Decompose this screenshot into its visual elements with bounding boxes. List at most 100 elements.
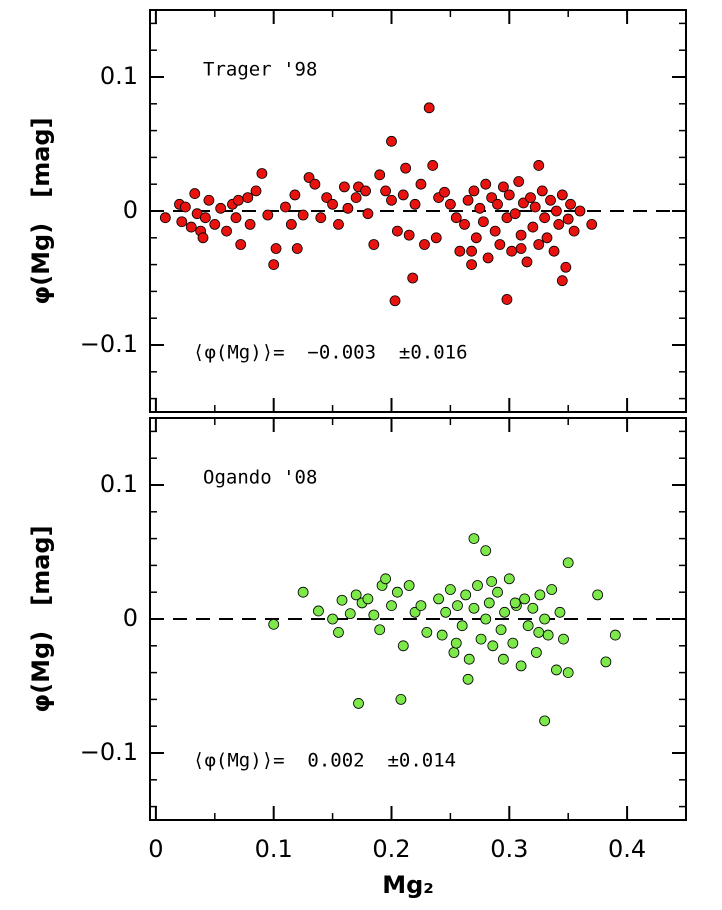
x-tick-label: 0.4 (608, 835, 646, 863)
data-point (477, 216, 489, 228)
data-point (360, 185, 371, 197)
data-point (230, 212, 242, 224)
data-point (289, 189, 301, 201)
x-tick-label: 0.2 (372, 835, 410, 863)
data-point (474, 202, 486, 214)
data-point (542, 629, 554, 641)
data-point (483, 597, 495, 609)
data-point (297, 586, 309, 598)
data-point (529, 201, 541, 213)
data-point (221, 225, 232, 237)
data-point (327, 198, 338, 210)
data-point (487, 640, 499, 652)
data-point (203, 194, 215, 206)
data-point (475, 633, 487, 645)
data-point (433, 593, 445, 605)
data-point (309, 178, 321, 190)
data-point (513, 176, 525, 187)
data-point (556, 275, 568, 287)
data-point (498, 181, 509, 193)
data-point (368, 239, 380, 250)
data-point (199, 212, 211, 224)
data-point (440, 606, 452, 618)
data-point (503, 573, 515, 585)
data-point (235, 239, 247, 250)
data-point (419, 239, 430, 250)
data-point (562, 667, 574, 678)
data-point (362, 593, 374, 605)
data-point (554, 606, 566, 618)
data-point (397, 640, 409, 652)
data-point (338, 181, 350, 193)
data-point (482, 252, 494, 264)
data-point (452, 600, 463, 611)
data-point (498, 653, 509, 665)
data-point (415, 600, 427, 611)
data-point (374, 624, 386, 636)
data-point (506, 245, 518, 257)
data-point (539, 715, 551, 727)
data-point (509, 597, 521, 609)
data-point (530, 647, 542, 658)
data-point (409, 198, 421, 210)
data-point (539, 212, 551, 224)
data-point (495, 624, 507, 636)
y-tick-label: 0.1 (100, 62, 138, 90)
data-point (592, 589, 604, 601)
data-point (556, 189, 568, 201)
data-point (480, 178, 492, 190)
data-point (462, 673, 474, 685)
data-point (280, 201, 291, 213)
data-point (501, 294, 513, 305)
data-point (270, 243, 282, 254)
data-point (197, 232, 209, 244)
data-point (492, 586, 503, 598)
y-tick-label: −0.1 (80, 738, 138, 766)
data-point (548, 245, 560, 257)
data-point (391, 225, 403, 237)
data-point (353, 698, 364, 709)
data-point (522, 620, 534, 632)
data-point (436, 629, 448, 641)
y-axis-label: φ(Mg) [mag] (27, 117, 55, 304)
annotation: Trager '98 (203, 59, 317, 81)
data-point (527, 602, 539, 614)
data-point (515, 229, 527, 241)
data-point (386, 600, 397, 611)
data-point (189, 188, 201, 199)
data-point (444, 198, 456, 210)
data-point (256, 168, 268, 179)
data-point (444, 584, 456, 595)
data-point (395, 694, 407, 705)
data-point (362, 208, 374, 220)
data-point (521, 256, 533, 268)
data-point (454, 245, 466, 257)
data-point (415, 178, 427, 190)
data-point (565, 198, 576, 210)
data-point (250, 185, 262, 197)
data-point (313, 605, 324, 617)
data-point (539, 613, 551, 625)
data-point (460, 589, 472, 601)
data-point (560, 261, 572, 273)
data-point (536, 185, 548, 197)
data-point (176, 216, 188, 228)
data-point (499, 606, 510, 618)
data-point (509, 208, 521, 220)
data-point (400, 162, 412, 174)
data-point (291, 243, 303, 254)
data-point (427, 160, 439, 171)
data-point (545, 194, 556, 206)
x-axis-label: Mg₂ (382, 871, 434, 899)
data-point (350, 192, 362, 204)
data-point (439, 186, 450, 198)
data-point (574, 205, 586, 217)
data-point (333, 218, 344, 230)
data-point (462, 194, 474, 206)
data-point (336, 594, 348, 606)
data-point (215, 202, 227, 214)
y-tick-label: −0.1 (80, 330, 138, 358)
data-point (466, 245, 478, 257)
data-point (350, 589, 362, 601)
data-point (179, 201, 191, 213)
